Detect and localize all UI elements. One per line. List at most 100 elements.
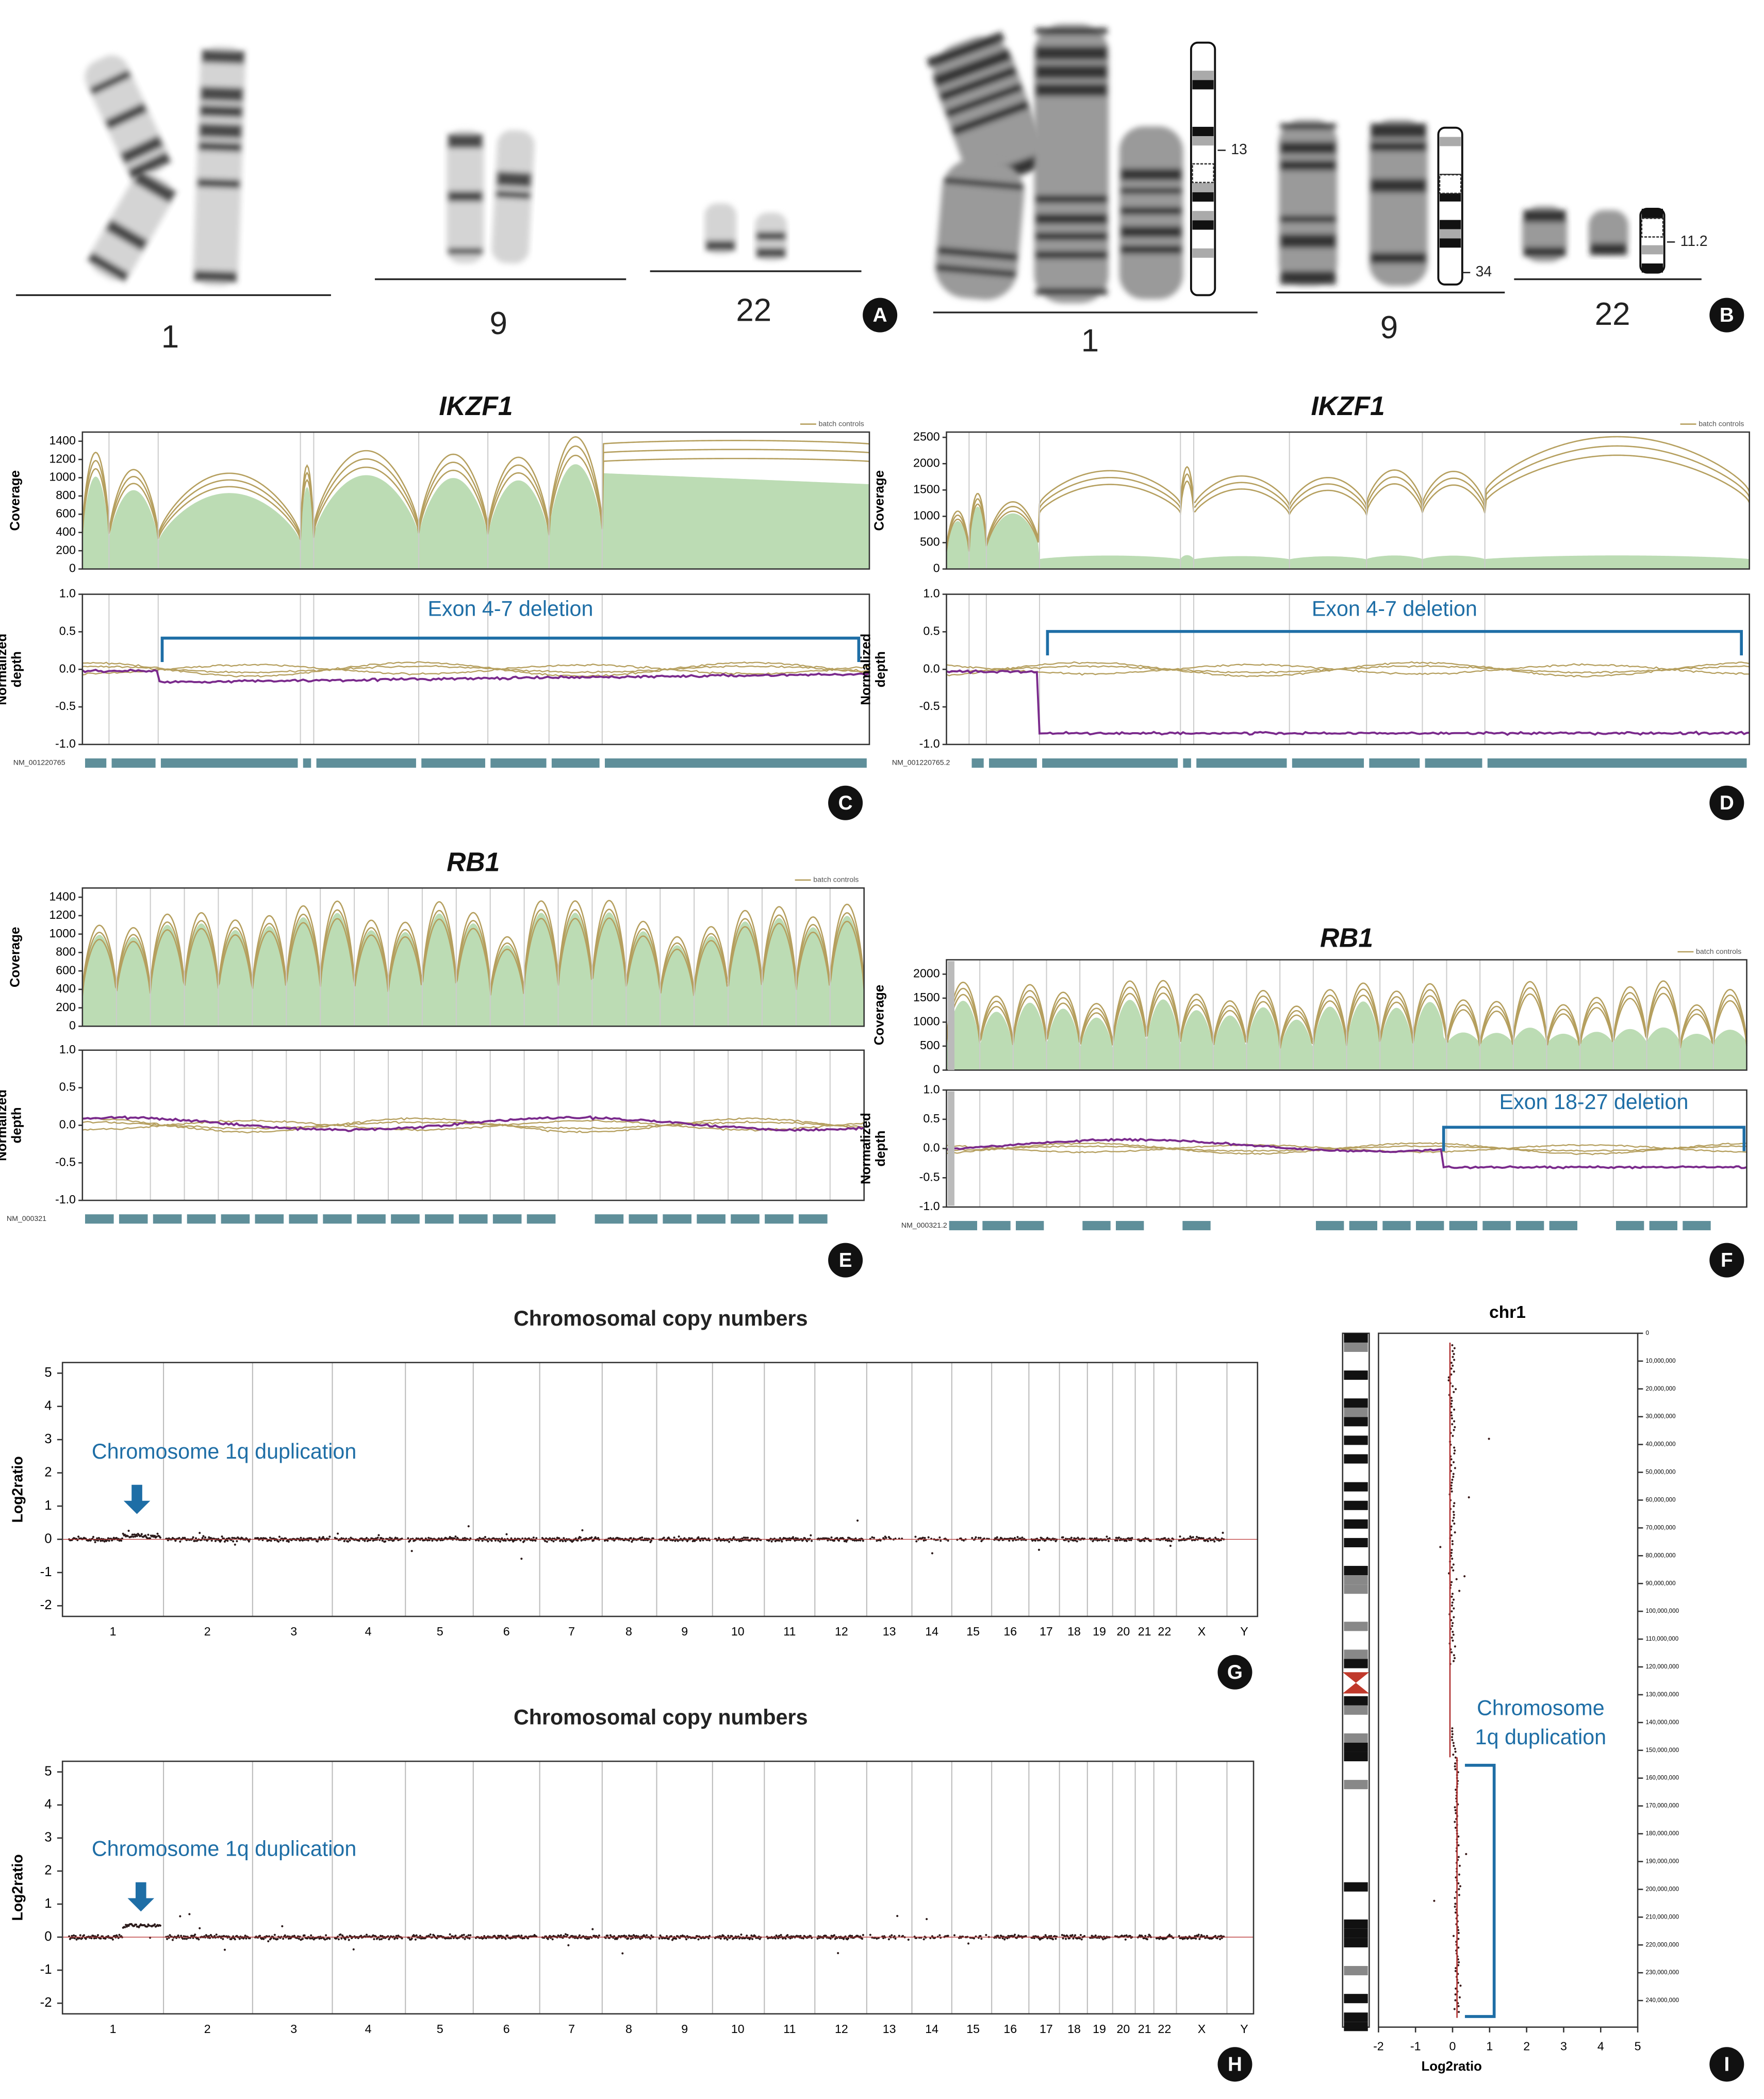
y-tick-label: 1000	[913, 1015, 940, 1028]
chromosome-label: 9	[681, 1625, 688, 1638]
band-label: 34	[1476, 263, 1492, 280]
y-tick-label: 2000	[913, 967, 940, 980]
x-tick-label: 1	[1486, 2039, 1493, 2053]
ideogram-band	[1192, 248, 1214, 258]
ideogram-band	[1439, 229, 1461, 239]
y-tick-label: -1.0	[919, 1199, 940, 1213]
y-tick-label: 0	[69, 1019, 76, 1032]
chromosome-label: 22	[736, 292, 771, 328]
y-tick-label: 90,000,000	[1646, 1580, 1676, 1586]
chromosome-label: 11	[783, 1625, 796, 1638]
ideogram-band	[1344, 1584, 1368, 1594]
band-label: 11.2	[1680, 233, 1708, 250]
panel-label: G	[1227, 1661, 1243, 1683]
deletion-bracket	[1046, 630, 1743, 656]
y-tick-label: 20,000,000	[1646, 1385, 1676, 1392]
exon-box	[629, 1214, 658, 1224]
centromere	[1342, 1672, 1370, 1694]
deletion-bracket	[1442, 1126, 1746, 1151]
y-tick-label: 50,000,000	[1646, 1469, 1676, 1476]
y-axis-label: depth	[873, 651, 888, 687]
ideogram-band	[1192, 80, 1214, 90]
chromosome-band	[1280, 123, 1336, 130]
chromosome-band	[705, 240, 735, 251]
y-tick-label: 2500	[913, 429, 940, 443]
chromosome-label: 10	[731, 1625, 745, 1638]
y-tick-label: 1000	[913, 509, 940, 522]
chromosome-band	[89, 70, 131, 95]
y-axis-label: Log2ratio	[10, 1456, 26, 1523]
ideogram-band	[1344, 2012, 1368, 2022]
chromosome-band	[202, 49, 245, 64]
ideogram-band	[1344, 1575, 1368, 1585]
y-tick-label: -2	[40, 1598, 52, 1612]
ideogram-band	[1344, 1566, 1368, 1576]
chromosome-band	[1280, 142, 1336, 154]
ideogram-band	[1344, 1928, 1368, 1938]
chromosome-band	[1120, 188, 1182, 194]
exon-box	[1425, 758, 1482, 768]
band-label: 13	[1231, 141, 1247, 158]
exon-box	[160, 758, 298, 768]
panel-badge	[1709, 785, 1744, 820]
plot-frame	[61, 1362, 1259, 1617]
y-tick-label: 0	[933, 1063, 940, 1076]
y-tick-label: 1500	[913, 990, 940, 1004]
chromosome	[935, 159, 1025, 300]
chromosome-band	[1035, 251, 1108, 259]
y-tick-label: 1	[44, 1896, 52, 1911]
chromosome-band	[1120, 226, 1182, 238]
y-tick-label: 0.0	[923, 1141, 939, 1154]
chromosome-label: Y	[1240, 1625, 1248, 1638]
chromosome	[447, 130, 484, 263]
chromosome-label: 21	[1138, 1625, 1151, 1638]
exon-box	[526, 1214, 556, 1224]
y-tick-label: 800	[56, 488, 76, 502]
chromosome-label: 18	[1067, 2022, 1081, 2036]
control-line	[81, 900, 865, 991]
chromosome	[1034, 24, 1109, 303]
sample-depth	[946, 1137, 1747, 1170]
chromosome-label: 2	[204, 1625, 211, 1638]
panel-title: RB1	[1320, 922, 1373, 952]
exon-box	[1382, 1221, 1411, 1231]
chromosome	[87, 170, 177, 282]
arrow	[123, 1484, 151, 1514]
ideogram-band	[1344, 1649, 1368, 1659]
y-tick-label: -1	[40, 1565, 52, 1579]
centromere	[1192, 163, 1214, 184]
chromosome-label: 6	[503, 2022, 510, 2036]
exon-box	[989, 758, 1037, 768]
y-tick-label: -0.5	[919, 1170, 940, 1183]
chromosome	[704, 203, 737, 254]
chromosome-band	[448, 191, 483, 202]
x-axis-label: Log2ratio	[1421, 2059, 1481, 2074]
ideogram-band	[1344, 1659, 1368, 1668]
y-axis-label: Log2ratio	[10, 1854, 26, 1921]
y-axis-label: Normalized	[0, 1089, 9, 1161]
panel-badge	[1217, 1655, 1252, 1690]
chromosome-band	[1523, 247, 1566, 257]
y-tick-label: 1200	[49, 908, 76, 921]
y-tick-label: 1200	[49, 452, 76, 465]
chromosome	[1522, 206, 1568, 262]
chromosome-label: 8	[625, 2022, 632, 2036]
chromosome-label: 1	[1081, 323, 1099, 359]
plot-frame	[1378, 1332, 1639, 2028]
ideogram-band	[1192, 211, 1214, 221]
exon-box	[663, 1214, 692, 1224]
control-line	[81, 908, 865, 994]
coverage-frame	[81, 887, 865, 1027]
chromosome-band	[1035, 232, 1108, 240]
exon-box	[1683, 1221, 1711, 1231]
exon-box	[316, 758, 416, 768]
ideogram-band	[1344, 1919, 1368, 1929]
ideogram-band	[1344, 1882, 1368, 1892]
y-tick-label: 200	[56, 1000, 76, 1014]
exon-box	[490, 758, 547, 768]
ideogram-band	[1344, 1966, 1368, 1976]
ideogram-band	[1344, 1994, 1368, 2004]
chromosome-label: X	[1198, 1625, 1206, 1638]
panel-title: Chromosomal copy numbers	[514, 1307, 808, 1330]
